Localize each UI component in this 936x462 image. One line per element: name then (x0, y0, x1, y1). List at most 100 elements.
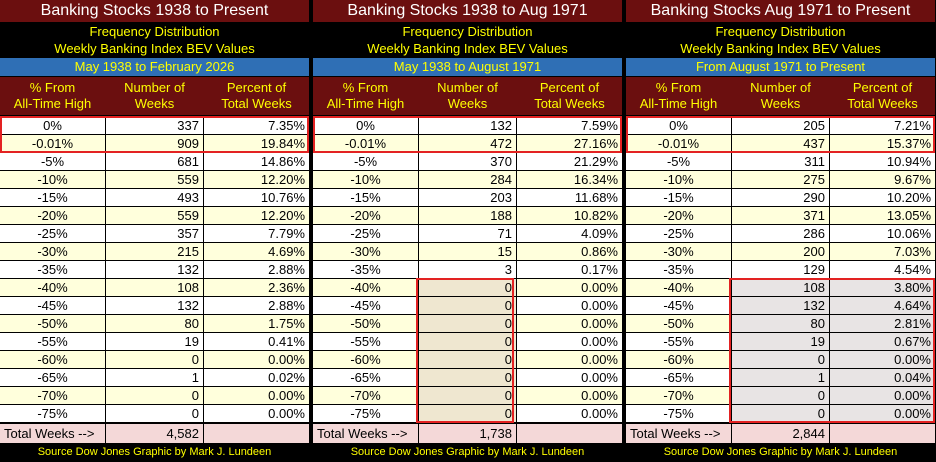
pct-cell: -20% (626, 207, 731, 224)
share-cell: 10.20% (830, 189, 935, 206)
table-row: -20% 188 10.82% (313, 207, 622, 224)
subtitle-line-1: Frequency Distribution (715, 24, 846, 39)
table-row: -35% 3 0.17% (313, 261, 622, 278)
share-cell: 0.86% (517, 243, 622, 260)
table-row: -0.01% 909 19.84% (0, 135, 309, 152)
share-cell: 0.00% (517, 369, 622, 386)
weeks-cell: 0 (106, 351, 203, 368)
pct-cell: -65% (0, 369, 105, 386)
share-cell: 0.04% (830, 369, 935, 386)
total-label: Total Weeks --> (626, 424, 731, 443)
total-value: 4,582 (106, 424, 203, 443)
table-row: 0% 132 7.59% (313, 117, 622, 134)
weeks-cell: 357 (106, 225, 203, 242)
table-row: -30% 215 4.69% (0, 243, 309, 260)
pct-cell: -5% (313, 153, 418, 170)
weeks-cell: 132 (419, 117, 516, 134)
share-cell: 7.21% (830, 117, 935, 134)
share-cell: 4.69% (204, 243, 309, 260)
share-cell: 0.00% (517, 351, 622, 368)
share-cell: 13.05% (830, 207, 935, 224)
table-row: -40% 108 2.36% (0, 279, 309, 296)
table-row: -20% 559 12.20% (0, 207, 309, 224)
share-cell: 12.20% (204, 171, 309, 188)
weeks-cell: 1 (106, 369, 203, 386)
table-row: -0.01% 472 27.16% (313, 135, 622, 152)
column-headers: % From All-Time High Number of Weeks Percent… (0, 77, 309, 115)
weeks-cell: 0 (106, 405, 203, 422)
pct-cell: -70% (626, 387, 731, 404)
pct-cell: -20% (313, 207, 418, 224)
table-row: 0% 205 7.21% (626, 117, 935, 134)
weeks-cell: 132 (106, 297, 203, 314)
header-number-of-weeks: Number of Weeks (750, 80, 811, 111)
source-credit: Source Dow Jones Graphic by Mark J. Lund… (37, 446, 272, 458)
table-row: -45% 132 4.64% (626, 297, 935, 314)
weeks-cell: 0 (419, 333, 516, 350)
subtitle-line-2: Weekly Banking Index BEV Values (54, 41, 255, 56)
share-cell: 0.00% (830, 351, 935, 368)
weeks-cell: 1 (732, 369, 829, 386)
table-row: -30% 15 0.86% (313, 243, 622, 260)
pct-cell: -70% (313, 387, 418, 404)
table-row: 0% 337 7.35% (0, 117, 309, 134)
share-cell: 14.86% (204, 153, 309, 170)
share-cell: 0.02% (204, 369, 309, 386)
table-row: -60% 0 0.00% (626, 351, 935, 368)
table-row: -50% 80 2.81% (626, 315, 935, 332)
total-value: 2,844 (732, 424, 829, 443)
subtitle-line-2: Weekly Banking Index BEV Values (367, 41, 568, 56)
panel-title: Banking Stocks 1938 to Aug 1971 (313, 0, 622, 22)
subtitle-line-1: Frequency Distribution (402, 24, 533, 39)
pct-cell: -55% (0, 333, 105, 350)
pct-cell: -40% (0, 279, 105, 296)
weeks-cell: 203 (419, 189, 516, 206)
table-row: -10% 559 12.20% (0, 171, 309, 188)
weeks-cell: 472 (419, 135, 516, 152)
share-cell: 3.80% (830, 279, 935, 296)
weeks-cell: 3 (419, 261, 516, 278)
weeks-cell: 71 (419, 225, 516, 242)
share-cell: 15.37% (830, 135, 935, 152)
weeks-cell: 80 (732, 315, 829, 332)
weeks-cell: 681 (106, 153, 203, 170)
weeks-cell: 0 (419, 279, 516, 296)
column-headers: % From All-Time High Number of Weeks Percent… (313, 77, 622, 115)
weeks-cell: 437 (732, 135, 829, 152)
header-percent-total: Percent of Total Weeks (221, 80, 292, 111)
table-row: -65% 1 0.04% (626, 369, 935, 386)
share-cell: 7.03% (830, 243, 935, 260)
total-row: Total Weeks --> 4,582 (0, 424, 309, 443)
table-row: -60% 0 0.00% (0, 351, 309, 368)
share-cell: 16.34% (517, 171, 622, 188)
weeks-cell: 0 (419, 315, 516, 332)
table-row: -75% 0 0.00% (0, 405, 309, 422)
weeks-cell: 80 (106, 315, 203, 332)
share-cell: 4.09% (517, 225, 622, 242)
share-cell: 0.41% (204, 333, 309, 350)
pct-cell: -15% (313, 189, 418, 206)
header-pct-from-high: % From All-Time High (326, 80, 405, 111)
total-blank (517, 424, 622, 443)
column-headers: % From All-Time High Number of Weeks Percent… (626, 77, 935, 115)
pct-cell: -10% (0, 171, 105, 188)
weeks-cell: 15 (419, 243, 516, 260)
share-cell: 0.00% (517, 297, 622, 314)
table-row: -50% 80 1.75% (0, 315, 309, 332)
table-row: -45% 0 0.00% (313, 297, 622, 314)
table-row: -50% 0 0.00% (313, 315, 622, 332)
share-cell: 2.81% (830, 315, 935, 332)
weeks-cell: 0 (419, 387, 516, 404)
share-cell: 0.00% (517, 315, 622, 332)
weeks-cell: 108 (106, 279, 203, 296)
weeks-cell: 132 (106, 261, 203, 278)
total-label: Total Weeks --> (313, 424, 418, 443)
subtitle-line-2: Weekly Banking Index BEV Values (680, 41, 881, 56)
share-cell: 7.59% (517, 117, 622, 134)
pct-cell: -50% (313, 315, 418, 332)
date-range: From August 1971 to Present (626, 58, 935, 76)
table-panel-3: Banking Stocks Aug 1971 to Present Freque… (626, 0, 935, 462)
header-number-of-weeks: Number of Weeks (124, 80, 185, 111)
share-cell: 0.67% (830, 333, 935, 350)
pct-cell: -10% (313, 171, 418, 188)
